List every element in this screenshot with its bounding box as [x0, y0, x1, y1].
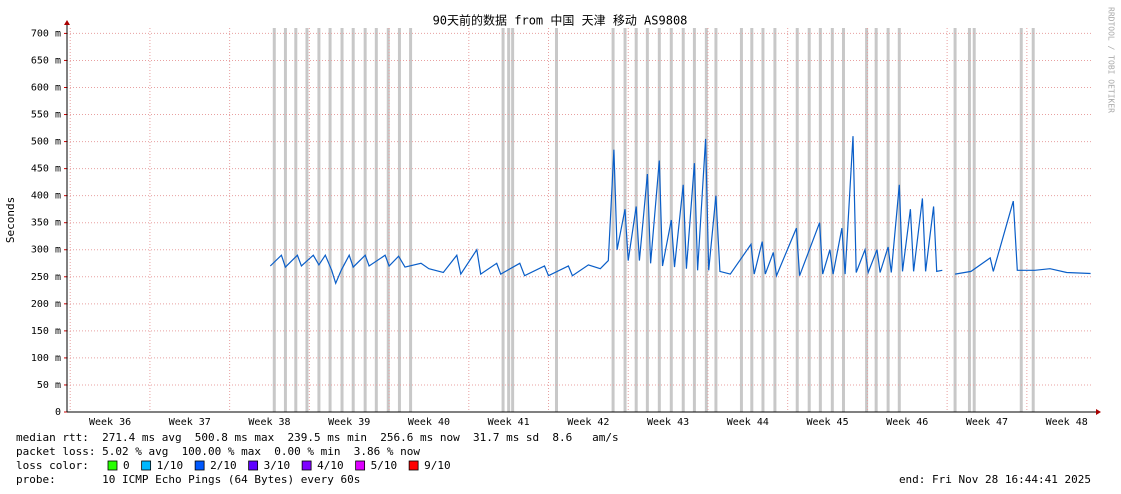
- loss-bar: [967, 28, 971, 412]
- x-tick-label: Week 48: [1046, 417, 1088, 428]
- y-axis-label: Seconds: [4, 197, 17, 243]
- loss-bar: [409, 28, 413, 412]
- legend-label: 5/10: [371, 459, 398, 472]
- loss-bar: [511, 28, 515, 412]
- loss-bar: [623, 28, 627, 412]
- probe: probe: 10 ICMP Echo Pings (64 Bytes) eve…: [16, 473, 360, 486]
- y-tick-label: 350 m: [31, 218, 61, 229]
- x-tick-label: Week 42: [567, 417, 609, 428]
- legend-label: 2/10: [210, 459, 237, 472]
- axis-arrow: [64, 20, 70, 25]
- stats-line: packet loss: 5.02 % avg 100.00 % max 0.0…: [16, 445, 420, 458]
- legend-label: 1/10: [157, 459, 184, 472]
- loss-bar: [807, 28, 811, 412]
- loss-bar: [317, 28, 321, 412]
- loss-bar: [841, 28, 845, 412]
- loss-bar: [953, 28, 957, 412]
- y-tick-label: 150 m: [31, 326, 61, 337]
- x-tick-label: Week 36: [89, 417, 131, 428]
- loss-bar: [386, 28, 390, 412]
- x-tick-label: Week 37: [169, 417, 211, 428]
- x-tick-label: Week 41: [488, 417, 530, 428]
- loss-bar: [818, 28, 822, 412]
- loss-bar: [886, 28, 890, 412]
- legend-label: 4/10: [317, 459, 344, 472]
- legend-swatch: [248, 460, 259, 471]
- y-tick-label: 550 m: [31, 110, 61, 121]
- legend-swatch: [141, 460, 152, 471]
- loss-bar: [773, 28, 777, 412]
- loss-bar: [681, 28, 685, 412]
- loss-bar: [554, 28, 558, 412]
- axis-arrow: [1096, 409, 1101, 415]
- x-tick-label: Week 44: [727, 417, 769, 428]
- loss-bar: [795, 28, 799, 412]
- legend-swatch: [301, 460, 312, 471]
- y-tick-label: 200 m: [31, 299, 61, 310]
- stats-line: median rtt: 271.4 ms avg 500.8 ms max 23…: [16, 431, 619, 444]
- median-line: [954, 200, 1091, 275]
- loss-bar: [501, 28, 505, 412]
- chart-title: 90天前的数据 from 中国 天津 移动 AS9808: [433, 13, 688, 28]
- loss-bar: [351, 28, 355, 412]
- loss-bar: [283, 28, 287, 412]
- loss-bar: [374, 28, 378, 412]
- legend-title: loss color:: [16, 459, 89, 472]
- y-tick-label: 100 m: [31, 353, 61, 364]
- legend-swatch: [194, 460, 205, 471]
- legend-swatch: [107, 460, 118, 471]
- side-text: RRDTOOL / TOBI OETIKER: [1107, 7, 1116, 113]
- loss-bar: [507, 28, 511, 412]
- y-tick-label: 700 m: [31, 28, 61, 39]
- x-tick-label: Week 45: [806, 417, 848, 428]
- y-tick-label: 500 m: [31, 137, 61, 148]
- loss-bar: [874, 28, 878, 412]
- loss-bar: [657, 28, 661, 412]
- loss-bar: [328, 28, 332, 412]
- y-tick-label: 0: [55, 407, 61, 418]
- loss-bar: [340, 28, 344, 412]
- x-tick-label: Week 38: [248, 417, 290, 428]
- loss-bar: [272, 28, 276, 412]
- loss-bar: [865, 28, 869, 412]
- loss-bar: [750, 28, 754, 412]
- median-line: [269, 136, 943, 286]
- legend-label: 3/10: [264, 459, 291, 472]
- loss-bar: [611, 28, 615, 412]
- loss-bar: [704, 28, 708, 412]
- loss-bar: [294, 28, 298, 412]
- loss-bar: [1019, 28, 1023, 412]
- loss-bar: [830, 28, 834, 412]
- legend-label: 0: [123, 459, 130, 472]
- x-tick-label: Week 46: [886, 417, 928, 428]
- loss-bar: [897, 28, 901, 412]
- y-tick-label: 300 m: [31, 245, 61, 256]
- x-tick-label: Week 40: [408, 417, 450, 428]
- end-time: end: Fri Nov 28 16:44:41 2025: [899, 473, 1091, 486]
- loss-bar: [739, 28, 743, 412]
- loss-bar: [305, 28, 309, 412]
- loss-bar: [363, 28, 367, 412]
- loss-bar: [761, 28, 765, 412]
- y-tick-label: 600 m: [31, 82, 61, 93]
- y-tick-label: 450 m: [31, 164, 61, 175]
- legend-label: 9/10: [424, 459, 451, 472]
- loss-bar: [714, 28, 718, 412]
- y-tick-label: 650 m: [31, 55, 61, 66]
- loss-bar: [972, 28, 976, 412]
- x-tick-label: Week 43: [647, 417, 689, 428]
- x-tick-label: Week 39: [328, 417, 370, 428]
- loss-bar: [645, 28, 649, 412]
- legend-swatch: [355, 460, 366, 471]
- x-tick-label: Week 47: [966, 417, 1008, 428]
- y-tick-label: 50 m: [37, 380, 61, 391]
- loss-bar: [397, 28, 401, 412]
- y-tick-label: 250 m: [31, 272, 61, 283]
- legend-swatch: [408, 460, 419, 471]
- loss-bar: [1031, 28, 1035, 412]
- y-tick-label: 400 m: [31, 191, 61, 202]
- loss-bar: [634, 28, 638, 412]
- loss-bar: [692, 28, 696, 412]
